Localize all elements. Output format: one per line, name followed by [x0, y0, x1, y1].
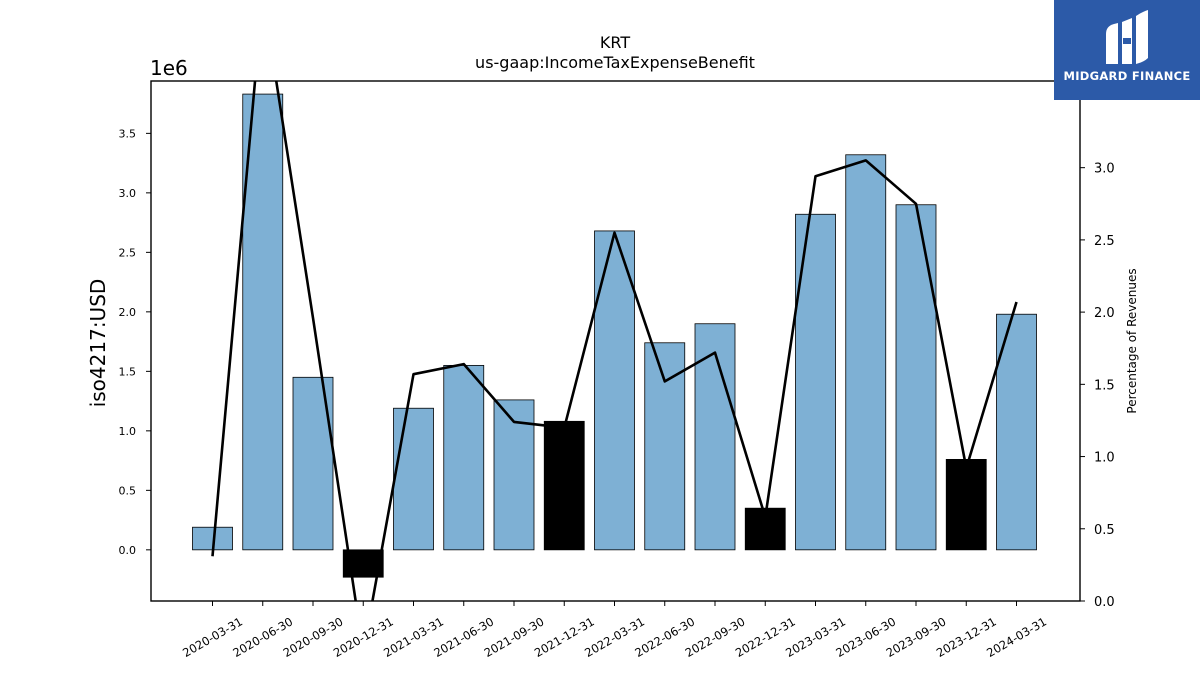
- bar-2021-12-31: [543, 420, 585, 551]
- midgard-finance-logo: MIDGARD FINANCE: [1054, 0, 1200, 100]
- plot-frame: [150, 80, 1081, 602]
- y2-tick-label: 3.0: [1094, 162, 1115, 177]
- y-offset-label: 1e6: [150, 56, 188, 80]
- chart-title: KRT: [600, 33, 630, 52]
- brand-name: MIDGARD FINANCE: [1063, 69, 1191, 83]
- chart-subtitle: us-gaap:IncomeTaxExpenseBenefit: [475, 53, 755, 72]
- y2-tick-label: 1.5: [1094, 378, 1115, 393]
- y-tick-label: 2.0: [119, 306, 137, 319]
- y-tick-label: 0.0: [119, 544, 137, 557]
- y2-tick-label: 0.0: [1094, 595, 1115, 610]
- bar-2021-03-31: [393, 407, 434, 551]
- y2-tick-label: 2.0: [1094, 306, 1115, 321]
- bar-2021-09-30: [493, 399, 535, 551]
- y-tick-label: 3.5: [119, 127, 137, 140]
- y-tick-label: 1.0: [119, 425, 137, 438]
- bar-2023-09-30: [895, 204, 937, 551]
- bar-2021-06-30: [443, 364, 485, 551]
- bar-2023-12-31: [945, 458, 987, 551]
- y2-tick-label: 1.0: [1094, 451, 1115, 466]
- bar-2020-06-30: [242, 93, 284, 551]
- y2-axis-label: Percentage of Revenues: [1125, 268, 1139, 413]
- midgard-logo-icon: [1106, 10, 1148, 64]
- bar-2023-06-30: [845, 154, 887, 551]
- y-tick-label: 1.5: [119, 365, 137, 378]
- bar-2022-03-31: [594, 230, 635, 551]
- bar-2024-03-31: [996, 313, 1037, 551]
- bar-2022-12-31: [744, 507, 786, 551]
- percentage-of-revenues-line: [211, 81, 1018, 601]
- y-tick-label: 3.0: [119, 187, 137, 200]
- bar-2022-09-30: [694, 323, 736, 551]
- y-tick-label: 2.5: [119, 246, 137, 259]
- y-tick-label: 0.5: [119, 484, 137, 497]
- y2-tick-label: 2.5: [1094, 234, 1115, 249]
- y-axis-label: iso4217:USD: [86, 279, 110, 408]
- y2-tick-label: 0.5: [1094, 523, 1115, 538]
